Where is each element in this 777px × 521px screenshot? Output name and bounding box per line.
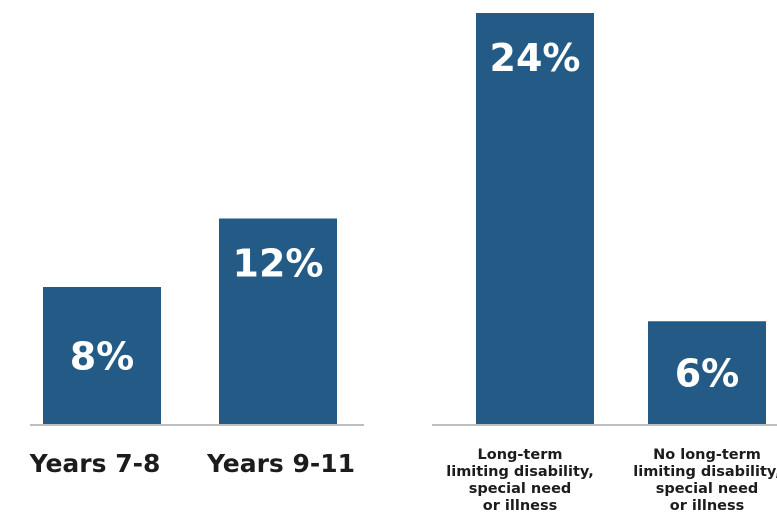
category-label-years-9-11: Years 9-11 [206, 449, 355, 478]
value-label-years-7-8: 8% [70, 335, 135, 379]
category-label-no-long-term-line-4: or illness [670, 498, 745, 514]
value-label-no-long-term-disability: 6% [675, 352, 740, 396]
bar-years-9-11 [219, 218, 337, 424]
value-label-long-term-disability: 24% [490, 36, 581, 80]
category-label-years-7-8: Years 7-8 [29, 449, 161, 478]
category-label-long-term-line-2: limiting disability, [446, 464, 594, 480]
chart-years: 8% 12% Years 7-8 Years 9-11 [29, 218, 364, 478]
bar-no-long-term-disability [648, 321, 766, 424]
bar-years-7-8 [43, 287, 161, 424]
category-label-long-term-line-4: or illness [483, 498, 558, 514]
category-label-long-term-line-3: special need [469, 481, 572, 497]
value-label-years-9-11: 12% [233, 242, 324, 286]
category-label-long-term-line-1: Long-term [478, 447, 563, 463]
chart-disability: 24% 6% Long-term limiting disability, sp… [432, 13, 777, 514]
category-label-no-long-term-line-2: limiting disability, [633, 464, 777, 480]
category-label-no-long-term-line-3: special need [656, 481, 759, 497]
category-label-no-long-term-line-1: No long-term [653, 447, 761, 463]
bar-long-term-disability [476, 13, 594, 424]
